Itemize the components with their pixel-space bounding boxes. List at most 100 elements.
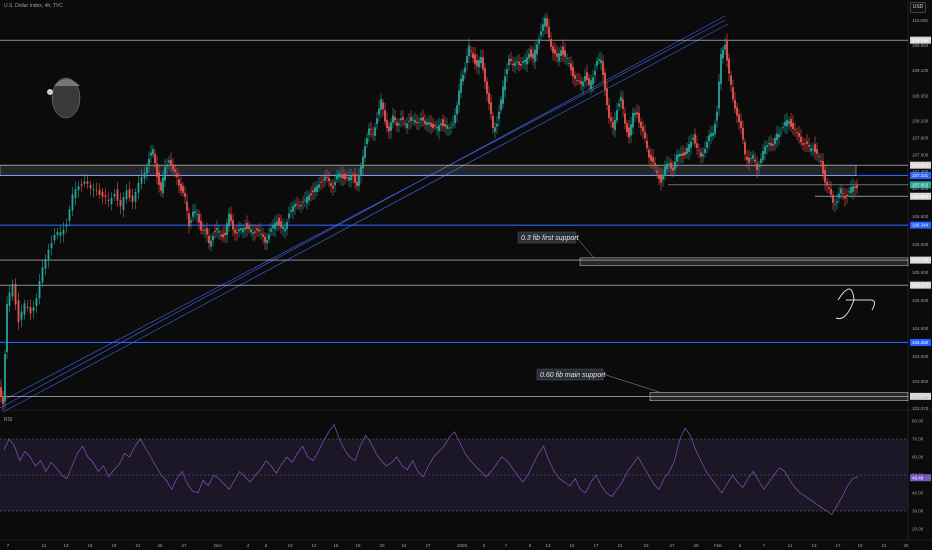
candle-body xyxy=(168,160,170,163)
candle-body xyxy=(137,182,140,193)
candle-body xyxy=(160,182,162,191)
currency-button[interactable]: USD xyxy=(910,2,926,13)
candle-body xyxy=(760,158,762,163)
candle-body xyxy=(344,173,346,180)
santa-pompom xyxy=(47,89,53,95)
rsi-tick-label: 30.00 xyxy=(912,509,924,514)
candle-body xyxy=(424,120,426,125)
candle-body xyxy=(346,177,348,178)
candle-body xyxy=(542,24,544,31)
candle-body xyxy=(146,167,148,174)
candle-body xyxy=(630,124,632,136)
candle-body xyxy=(186,201,188,211)
candle-body xyxy=(670,162,672,169)
candle-body xyxy=(330,183,332,186)
candle-body xyxy=(378,108,380,115)
candle-body xyxy=(718,81,720,109)
candle-body xyxy=(772,144,774,146)
candle-body xyxy=(188,213,190,227)
time-tick-label: Dec xyxy=(214,543,223,548)
candle-body xyxy=(288,213,290,219)
candle-body xyxy=(282,226,284,229)
candle-body xyxy=(562,46,564,55)
candle-body xyxy=(528,53,530,59)
candle-body xyxy=(244,227,246,230)
candle-body xyxy=(390,122,392,131)
price-tick-label: 103.550 xyxy=(912,379,929,384)
candle-body xyxy=(20,311,23,320)
candle-body xyxy=(726,41,728,61)
time-tick-label: 25 xyxy=(157,543,163,548)
price-tick-label: 107.300 xyxy=(912,169,929,174)
candle-body xyxy=(852,186,854,192)
candle-body xyxy=(224,232,226,236)
price-tag xyxy=(910,181,931,189)
candle-body xyxy=(610,117,612,122)
candle-body xyxy=(334,181,336,186)
price-tag-label: 109.646 xyxy=(912,38,929,43)
candle-body xyxy=(202,229,204,231)
candle-body xyxy=(496,123,498,127)
candle-body xyxy=(198,214,200,223)
time-tick-label: 27 xyxy=(425,543,431,548)
candle-body xyxy=(714,123,716,134)
fib-zone-0-60 xyxy=(649,392,909,401)
time-tick-label: Feb xyxy=(714,543,722,548)
candle-body xyxy=(846,194,848,197)
candle-body xyxy=(822,161,824,174)
candle-body xyxy=(592,77,594,85)
candle-body xyxy=(656,170,658,173)
candle-body xyxy=(796,132,798,133)
candle-body xyxy=(648,149,650,158)
candle-body xyxy=(700,152,702,157)
price-axis[interactable]: 110.000 109.550 109.100 108.650 108.200 107.9… xyxy=(912,18,929,411)
candle-body xyxy=(486,81,488,94)
candle-body xyxy=(292,206,294,212)
candle-body xyxy=(302,201,304,203)
candle-body xyxy=(620,96,622,101)
candle-body xyxy=(41,267,44,283)
candle-body xyxy=(754,159,756,162)
candle-body xyxy=(258,229,260,232)
candle-body xyxy=(128,189,131,198)
candle-body xyxy=(516,61,518,63)
time-tick-label: 10 xyxy=(287,543,293,548)
candle-body xyxy=(274,223,276,230)
price-tag xyxy=(910,36,931,44)
candle-body xyxy=(354,174,356,183)
candle-body xyxy=(212,235,214,241)
price-tick-label: 109.100 xyxy=(912,68,929,73)
candle-body xyxy=(422,117,424,121)
candle-body xyxy=(318,184,320,188)
candle-body xyxy=(704,148,706,153)
price-tick-label: 105.500 xyxy=(912,270,929,275)
candle-body xyxy=(590,80,592,89)
candle-body xyxy=(806,141,808,144)
rsi-indicator-label[interactable]: RSI xyxy=(4,417,13,423)
candle-body xyxy=(788,121,790,124)
candle-body xyxy=(280,221,282,228)
time-tick-label: 13 xyxy=(63,543,69,548)
time-tick-label: 19 xyxy=(857,543,863,548)
candle-body xyxy=(356,181,358,187)
candle-body xyxy=(194,211,196,214)
candle-body xyxy=(602,61,604,75)
candle-body xyxy=(762,151,764,160)
symbol-title[interactable]: U.S. Dollar Index, 4h, TVC xyxy=(4,3,63,9)
candle-body xyxy=(482,57,484,70)
candle-body xyxy=(432,123,434,129)
candle-body xyxy=(856,184,858,189)
candle-body xyxy=(534,49,536,62)
candle-body xyxy=(29,307,32,314)
candle-body xyxy=(508,58,510,66)
time-axis[interactable]: 7 11 13 15 19 21 25 27 Dec 4 6 10 12 16 18 20 24 27 2025 3 7… xyxy=(7,543,909,548)
candle-body xyxy=(668,163,670,165)
candle-body xyxy=(0,387,2,397)
candle-body xyxy=(116,189,119,201)
candle-body xyxy=(514,62,516,66)
price-tag-label: 103.288 xyxy=(912,394,929,399)
candle-body xyxy=(814,144,816,153)
candle-body xyxy=(158,172,160,185)
